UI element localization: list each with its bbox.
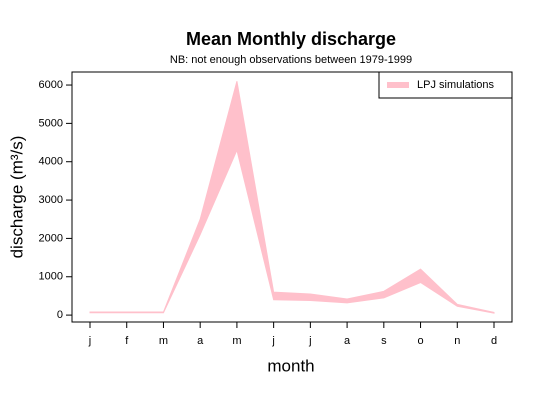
x-tick-label: a bbox=[344, 335, 351, 347]
chart-title: Mean Monthly discharge bbox=[186, 29, 396, 49]
y-tick-label: 4000 bbox=[39, 156, 63, 168]
y-tick-label: 6000 bbox=[39, 79, 63, 91]
y-tick-label: 0 bbox=[57, 309, 63, 321]
y-tick-label: 3000 bbox=[39, 194, 63, 206]
x-tick-label: m bbox=[232, 335, 241, 347]
y-tick-label: 1000 bbox=[39, 271, 63, 283]
x-tick-label: a bbox=[197, 335, 204, 347]
legend-label: LPJ simulations bbox=[417, 79, 495, 91]
x-tick-label: f bbox=[125, 335, 129, 347]
chart-subtitle: NB: not enough observations between 1979… bbox=[170, 54, 412, 66]
x-tick-label: n bbox=[454, 335, 460, 347]
x-tick-label: s bbox=[381, 335, 387, 347]
plot-frame bbox=[71, 71, 513, 323]
x-tick-label: m bbox=[159, 335, 168, 347]
x-tick-label: j bbox=[271, 335, 274, 347]
x-tick-label: j bbox=[308, 335, 311, 347]
y-tick-label: 2000 bbox=[39, 232, 63, 244]
x-axis-title: month bbox=[267, 356, 314, 375]
x-tick-label: j bbox=[88, 335, 91, 347]
x-tick-label: d bbox=[491, 335, 497, 347]
x-tick-label: o bbox=[417, 335, 423, 347]
y-axis-title: discharge (m³/s) bbox=[7, 136, 26, 259]
y-tick-label: 5000 bbox=[39, 117, 63, 129]
area-band bbox=[89, 81, 495, 314]
